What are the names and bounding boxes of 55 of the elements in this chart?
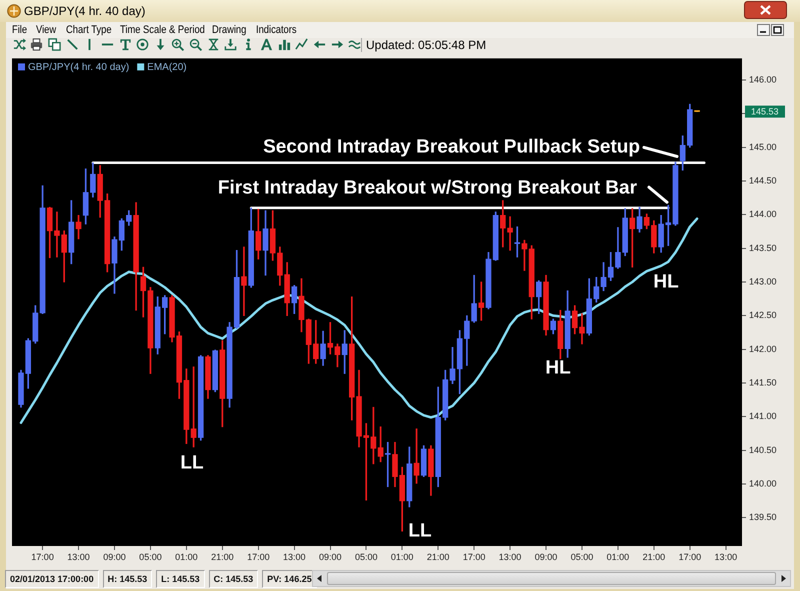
annotation: LL bbox=[180, 452, 204, 474]
y-tick-label: 143.50 bbox=[749, 242, 777, 253]
text: View bbox=[36, 23, 56, 37]
x-tick-label: 21:00 bbox=[211, 552, 234, 562]
x-tick-label: 13:00 bbox=[498, 552, 522, 562]
text: Time Scale & Period bbox=[120, 23, 205, 37]
x-tick-label: 01:00 bbox=[390, 552, 414, 562]
y-tick-label: 141.50 bbox=[749, 378, 777, 388]
x-tick-label: 13:00 bbox=[283, 552, 306, 562]
x-tick-label: 13:00 bbox=[714, 552, 738, 562]
text: Updated: 05:05:48 PM bbox=[366, 38, 486, 52]
y-tick-label: 140.50 bbox=[749, 444, 777, 455]
annotation: 145.53 bbox=[751, 106, 779, 117]
x-tick-label: 09:00 bbox=[318, 552, 342, 562]
y-tick-label: 142.00 bbox=[749, 344, 777, 354]
y-tick-label: 143.00 bbox=[749, 276, 777, 286]
x-tick-label: 17:00 bbox=[678, 552, 702, 562]
text: L: 145.53 bbox=[156, 570, 205, 588]
text: PV: 146.25 bbox=[262, 570, 317, 588]
legend-label: GBP/JPY(4 hr. 40 day) bbox=[28, 62, 130, 74]
text: Chart Type bbox=[66, 23, 112, 37]
x-tick-label: 09:00 bbox=[534, 552, 558, 562]
annotation: First Intraday Breakout w/Strong Breakout Bar bbox=[218, 177, 638, 198]
x-tick-label: 21:00 bbox=[642, 552, 666, 562]
x-tick-label: 17:00 bbox=[462, 552, 486, 562]
y-tick-label: 142.50 bbox=[749, 310, 777, 320]
x-tick-label: 01:00 bbox=[606, 552, 630, 562]
legend-label: EMA(20) bbox=[147, 62, 187, 74]
text: Indicators bbox=[256, 23, 297, 37]
y-tick-label: 139.50 bbox=[749, 512, 777, 522]
x-tick-label: 17:00 bbox=[31, 552, 54, 562]
annotation: HL bbox=[545, 358, 572, 379]
x-tick-label: 09:00 bbox=[103, 552, 126, 562]
text: Drawing bbox=[212, 23, 246, 37]
x-tick-label: 05:00 bbox=[354, 552, 378, 562]
x-tick-label: 13:00 bbox=[67, 552, 90, 562]
y-tick-label: 144.00 bbox=[749, 209, 777, 220]
text: H: 145.53 bbox=[102, 570, 152, 588]
annotation: HL bbox=[653, 272, 680, 293]
y-tick-label: 141.00 bbox=[749, 411, 777, 422]
annotation: Second Intraday Breakout Pullback Setup bbox=[263, 136, 640, 158]
x-tick-label: 21:00 bbox=[426, 552, 450, 562]
text: File bbox=[12, 23, 28, 37]
x-tick-label: 01:00 bbox=[175, 552, 198, 562]
text: C: 145.53 bbox=[208, 570, 258, 588]
y-tick-label: 144.50 bbox=[749, 175, 777, 186]
x-tick-label: 05:00 bbox=[570, 552, 594, 562]
y-tick-label: 140.00 bbox=[749, 478, 777, 489]
annotation: LL bbox=[408, 520, 432, 542]
x-tick-label: 17:00 bbox=[247, 552, 270, 562]
x-tick-label: 05:00 bbox=[139, 552, 162, 562]
text: 02/01/2013 17:00:00 bbox=[5, 570, 99, 588]
chart-title: GBP/JPY(4 hr. 40 day) bbox=[24, 4, 146, 18]
y-tick-label: 145.00 bbox=[749, 142, 777, 152]
y-tick-label: 146.00 bbox=[749, 74, 777, 84]
